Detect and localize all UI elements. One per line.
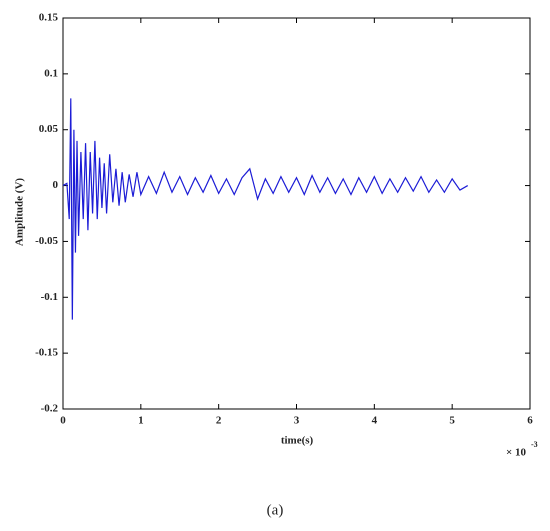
caption: (a) [267, 502, 284, 518]
y-tick-label: 0.1 [44, 67, 58, 79]
y-axis-label: Amplitude (V) [14, 178, 26, 246]
y-tick-label: -0.05 [35, 235, 58, 247]
y-tick-label: 0.05 [39, 123, 59, 135]
x-axis-label: time(s) [281, 435, 314, 447]
y-tick-label: -0.1 [41, 291, 58, 303]
x-multiplier: × 10 [506, 447, 527, 459]
x-tick-label: 1 [138, 415, 144, 427]
x-multiplier-exp: -3 [531, 440, 538, 449]
y-tick-label: 0 [53, 179, 59, 191]
x-tick-label: 4 [372, 415, 378, 427]
x-tick-label: 6 [527, 415, 533, 427]
x-tick-label: 3 [294, 415, 300, 427]
y-tick-label: -0.15 [35, 347, 58, 359]
x-tick-label: 0 [60, 415, 66, 427]
x-tick-label: 2 [216, 415, 222, 427]
x-tick-label: 5 [449, 415, 455, 427]
y-tick-label: 0.15 [39, 12, 59, 24]
y-tick-label: -0.2 [41, 403, 59, 415]
signal-line [62, 98, 469, 320]
plot-frame [62, 17, 531, 410]
